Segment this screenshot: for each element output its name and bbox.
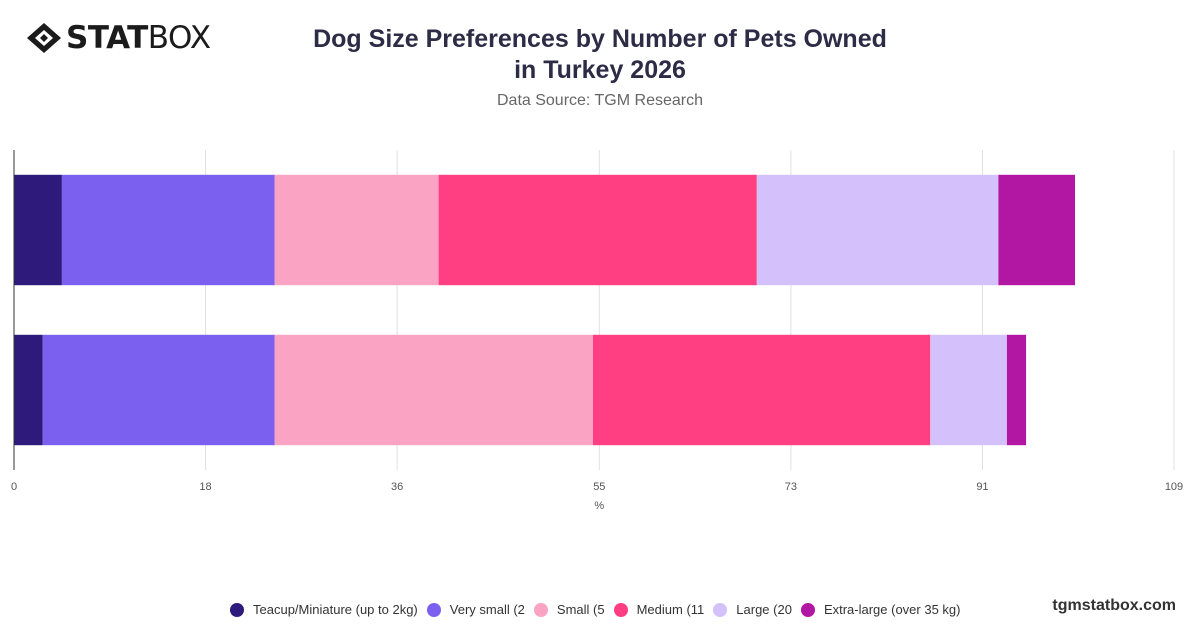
legend-swatch [533,602,548,617]
bar-segment [61,174,275,286]
chart-subtitle: Data Source: TGM Research [496,92,703,109]
x-tick-label: 18 [199,481,211,493]
bar-segment [592,334,931,446]
bar-segment [1006,334,1027,446]
legend-item[interactable]: Very small (2 [426,602,525,617]
bar-segment [14,334,43,446]
legend-item[interactable]: Large (20 [713,602,792,617]
legend-item[interactable]: Small (5 [533,602,605,617]
statbox-logo: STATBOX [26,22,211,54]
bar-segment [14,174,62,286]
x-tick-label: 0 [11,481,17,493]
x-axis-label: % [594,500,604,512]
legend-label: Medium (11 [636,602,705,617]
legend-label: Extra-large (over 35 kg) [823,602,961,617]
legend-label: Teacup/Miniature (up to 2kg) [253,602,418,617]
legend-label: Very small (2 [449,602,525,617]
x-tick-label: 55 [593,481,605,493]
legend-item[interactable]: Medium (11 [613,602,705,617]
legend-label: Small (5 [556,602,605,617]
x-tick-label: 73 [785,481,797,493]
legend-swatch [426,602,441,617]
bar-segment [756,174,999,286]
bar-segment [274,334,593,446]
legend-swatch [713,602,728,617]
bar-segment [438,174,757,286]
legend-swatch [800,602,815,617]
legend-item[interactable]: Teacup/Miniature (up to 2kg) [230,602,418,617]
chart-legend: Teacup/Miniature (up to 2kg) Very small (… [230,602,970,617]
footer-site-link[interactable]: tgmstatbox.com [1052,597,1176,614]
legend-label: Large (20 [736,602,792,617]
diamond-logo-icon [27,23,61,53]
legend-item[interactable]: Extra-large (over 35 kg) [800,602,961,617]
bar-segment [998,174,1076,286]
chart-title: Dog Size Preferences by Number of Pets O… [313,25,887,84]
logo-wordmark: STATBOX [66,19,211,56]
x-tick-label: 91 [976,481,988,493]
legend-swatch [613,602,628,617]
bar-segment [42,334,275,446]
bar-segment [274,174,439,286]
bar-segment [930,334,1007,446]
x-tick-label: 109 [1165,481,1183,493]
legend-swatch [230,602,244,617]
x-tick-label: 36 [391,481,403,493]
